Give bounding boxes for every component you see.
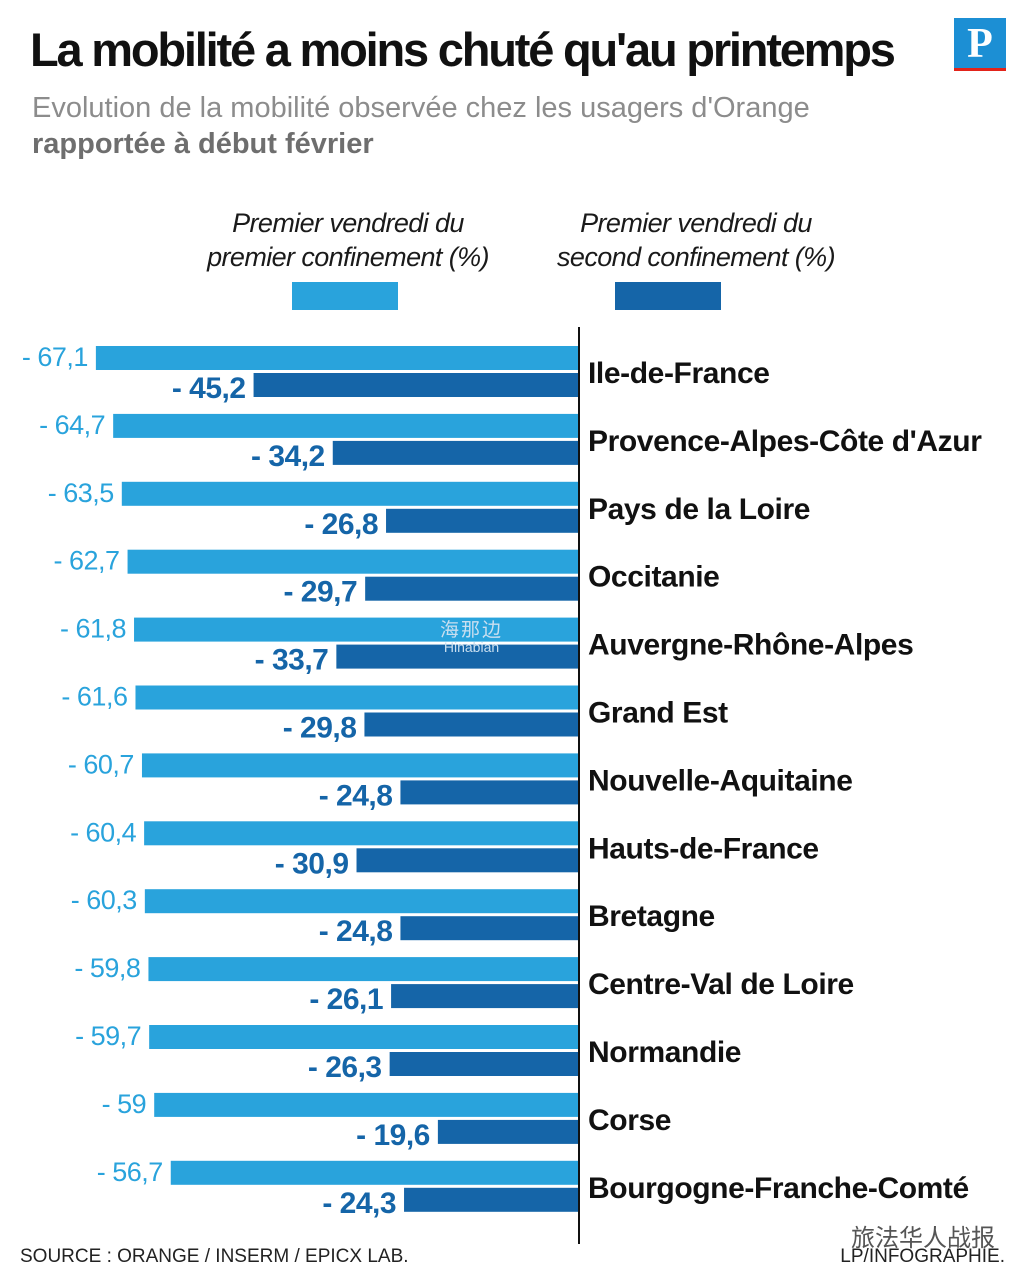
data-label-second: - 29,8: [283, 712, 357, 745]
wechat-account-tag: 旅法华人战报: [851, 1225, 995, 1252]
data-label-first: - 60,3: [71, 885, 137, 915]
category-label: Occitanie: [588, 561, 719, 594]
category-label: Provence-Alpes-Côte d'Azur: [588, 425, 982, 458]
bar-second-confinement: [364, 712, 579, 737]
bar-second-confinement: [389, 1052, 579, 1076]
data-label-first: - 59,8: [74, 953, 140, 983]
bar-second-confinement: [391, 984, 579, 1009]
bar-second-confinement: [253, 373, 579, 397]
data-label-second: - 45,2: [172, 372, 246, 405]
legend-label-first-line1: Premier vendredi du: [232, 208, 464, 238]
bar-first-confinement: [148, 957, 579, 982]
watermark-line2: Hinabian: [443, 639, 500, 655]
category-label: Normandie: [588, 1036, 741, 1069]
category-label: Bretagne: [588, 900, 715, 933]
category-label: Centre-Val de Loire: [588, 968, 854, 1001]
data-label-first: - 62,7: [54, 546, 120, 576]
chart-subtitle: Evolution de la mobilité observée chez l…: [32, 92, 810, 124]
category-label: Grand Est: [588, 697, 728, 730]
data-label-first: - 67,1: [22, 342, 88, 372]
bar-first-confinement: [95, 346, 579, 370]
bar-second-confinement: [437, 1119, 579, 1144]
data-label-second: - 24,8: [319, 915, 393, 948]
category-label: Hauts-de-France: [588, 832, 819, 865]
bar-second-confinement: [400, 780, 579, 805]
bar-first-confinement: [170, 1160, 579, 1185]
data-label-second: - 26,8: [304, 508, 378, 541]
data-label-second: - 26,1: [309, 983, 383, 1016]
legend-label-second-line2: second confinement (%): [557, 242, 836, 272]
legend-label-first-line2: premier confinement (%): [207, 242, 489, 272]
data-label-first: - 59,7: [75, 1021, 141, 1051]
watermark-line1: 海那边: [440, 620, 504, 641]
bar-first-confinement: [134, 617, 580, 642]
bar-first-confinement: [144, 821, 579, 846]
data-label-second: - 34,2: [251, 440, 325, 473]
bar-second-confinement: [400, 916, 579, 941]
chart-title: La mobilité a moins chuté qu'au printemp…: [30, 23, 896, 76]
legend-label-second-line1: Premier vendredi du: [580, 208, 812, 238]
data-label-first: - 59: [102, 1089, 147, 1119]
bar-second-confinement: [365, 576, 579, 601]
newspaper-logo-icon: P: [954, 18, 1006, 71]
data-label-second: - 26,3: [308, 1051, 382, 1084]
bar-first-confinement: [113, 413, 579, 438]
bar-second-confinement: [332, 440, 579, 465]
legend-swatch-second: [615, 282, 721, 310]
source-note: SOURCE : ORANGE / INSERM / EPICX LAB.: [20, 1246, 409, 1267]
category-label: Bourgogne-Franche-Comté: [588, 1172, 969, 1205]
bar-first-confinement: [135, 685, 580, 710]
bar-first-confinement: [154, 1092, 579, 1117]
data-label-second: - 33,7: [255, 644, 329, 677]
category-label: Auvergne-Rhône-Alpes: [588, 629, 913, 662]
bar-first-confinement: [127, 549, 579, 574]
category-label: Corse: [588, 1104, 671, 1137]
category-label: Ile-de-France: [588, 357, 770, 390]
bar-second-confinement: [404, 1187, 579, 1212]
legend-swatch-first: [292, 282, 398, 310]
data-label-second: - 24,3: [322, 1187, 396, 1220]
data-label-second: - 30,9: [275, 847, 349, 880]
bar-second-confinement: [356, 848, 579, 873]
data-label-first: - 61,8: [60, 614, 126, 644]
credit-note: LP/INFOGRAPHIE.: [840, 1246, 1005, 1267]
legend-label-first: Premier vendredi du premier confinement …: [168, 206, 528, 274]
data-label-first: - 56,7: [97, 1157, 163, 1187]
data-label-first: - 60,7: [68, 749, 134, 779]
data-label-second: - 24,8: [319, 779, 393, 812]
category-label: Pays de la Loire: [588, 493, 810, 526]
data-label-second: - 29,7: [283, 576, 357, 609]
bar-second-confinement: [336, 644, 579, 669]
bar-second-confinement: [386, 508, 579, 533]
bar-first-confinement: [144, 889, 579, 914]
watermark: 海那边 Hinabian: [440, 620, 504, 656]
bar-first-confinement: [149, 1025, 579, 1049]
data-label-first: - 60,4: [70, 817, 137, 847]
bar-first-confinement: [141, 753, 579, 778]
data-label-first: - 61,6: [61, 682, 127, 712]
legend-label-second: Premier vendredi du second confinement (…: [516, 206, 876, 274]
data-label-first: - 64,7: [39, 410, 105, 440]
data-label-second: - 19,6: [356, 1119, 430, 1152]
bar-first-confinement: [121, 481, 580, 506]
data-label-first: - 63,5: [48, 478, 114, 508]
category-label: Nouvelle-Aquitaine: [588, 764, 853, 797]
chart-subtitle-bold: rapportée à début février: [32, 128, 374, 160]
